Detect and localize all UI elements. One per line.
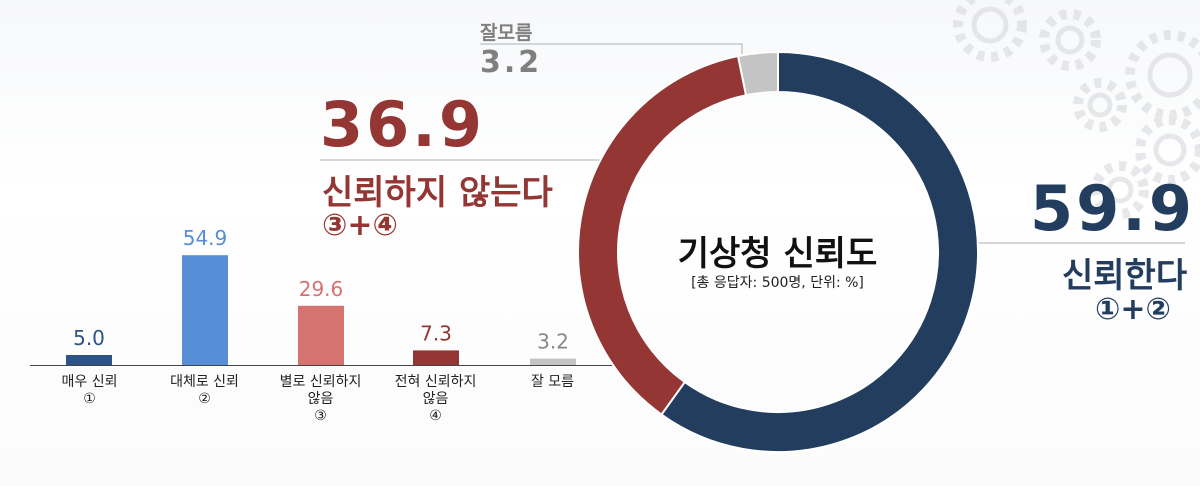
bar-value-label-5: 3.2 — [537, 330, 569, 354]
trust-sub: ①+② — [1095, 292, 1171, 327]
donut-subtitle: [총 응답자: 500명, 단위: %] — [691, 275, 864, 291]
unknown-label: 잘모름 — [480, 22, 533, 44]
bar-category-label-4: 전혀 신뢰하지 않음 ④ — [394, 374, 477, 424]
bar-value-label-3: 29.6 — [299, 277, 344, 301]
bar-category-label-2: 대체로 신뢰 ② — [170, 374, 239, 407]
trust-label: 신뢰한다 — [1062, 256, 1188, 296]
distrust-sub: ③+④ — [322, 208, 398, 243]
donut-slice-1 — [660, 50, 979, 453]
distrust-value: 36.9 — [320, 88, 485, 161]
gear-decoration-icon — [953, 0, 1200, 219]
bar-category-label-3: 별로 신뢰하지 않음 ③ — [279, 374, 362, 424]
bar-1 — [66, 355, 112, 365]
bar-value-label-2: 54.9 — [183, 226, 228, 250]
bar-4 — [413, 350, 459, 365]
unknown-value: 3.2 — [480, 45, 543, 80]
bar-3 — [298, 305, 344, 365]
donut-title: 기상청 신뢰도 — [677, 234, 878, 274]
bar-value-label-4: 7.3 — [420, 321, 452, 345]
bar-category-label-1: 매우 신뢰 ① — [61, 374, 118, 407]
bar-5 — [530, 358, 576, 365]
bar-category-label-5: 잘 모름 — [530, 374, 575, 390]
bar-2 — [182, 255, 228, 365]
bar-value-label-1: 5.0 — [73, 326, 105, 350]
donut-slice-3 — [736, 50, 779, 97]
distrust-label: 신뢰하지 않는다 — [322, 173, 553, 213]
trust-value: 59.9 — [1030, 172, 1195, 245]
